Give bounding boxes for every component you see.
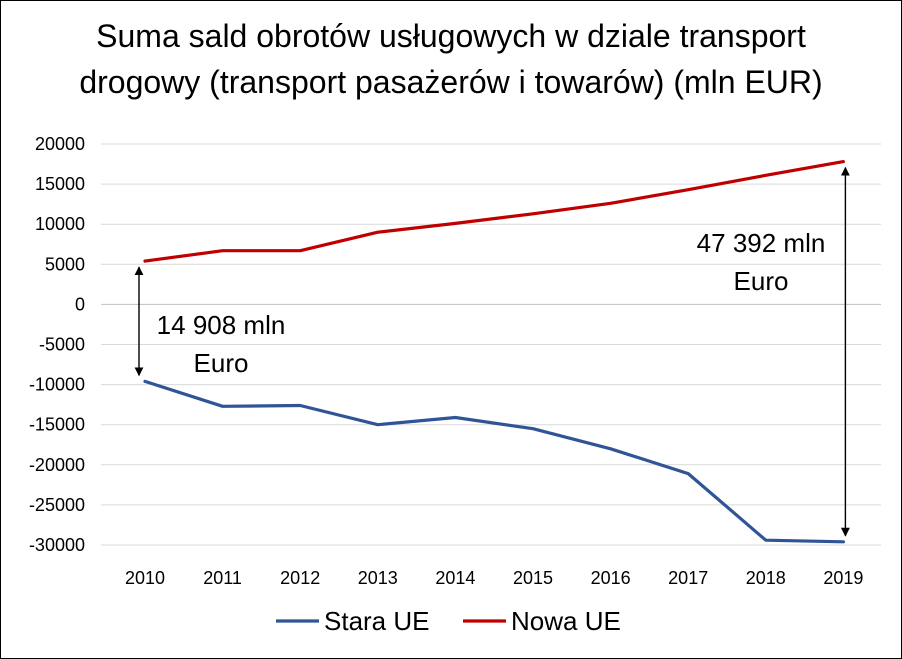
y-tick-label: -5000 xyxy=(39,335,85,355)
x-tick-label: 2010 xyxy=(125,568,165,588)
x-tick-label: 2019 xyxy=(823,568,863,588)
annotation-label: Euro xyxy=(734,266,789,296)
y-tick-label: -30000 xyxy=(29,535,85,555)
chart-title-line-2: drogowy (transport pasażerów i towarów) … xyxy=(79,64,823,100)
x-tick-label: 2014 xyxy=(435,568,475,588)
gridlines xyxy=(101,143,881,546)
annotation-label: Euro xyxy=(194,348,249,378)
x-tick-label: 2018 xyxy=(746,568,786,588)
x-tick-label: 2016 xyxy=(591,568,631,588)
x-tick-label: 2017 xyxy=(668,568,708,588)
y-tick-label: 5000 xyxy=(45,254,85,274)
legend: Stara UE Nowa UE xyxy=(276,606,621,636)
y-tick-label: 0 xyxy=(75,294,85,314)
y-tick-label: 15000 xyxy=(35,174,85,194)
y-tick-label: -15000 xyxy=(29,415,85,435)
y-tick-label: 20000 xyxy=(35,134,85,154)
chart-title: Suma sald obrotów usługowych w dziale tr… xyxy=(1,13,901,105)
x-tick-label: 2013 xyxy=(358,568,398,588)
annotation-label: 14 908 mln xyxy=(157,310,286,340)
series-lines xyxy=(143,160,846,544)
legend-label: Nowa UE xyxy=(511,606,621,636)
annotations: 14 908 mln Euro 47 392 mln Euro xyxy=(134,166,850,537)
x-tick-label: 2015 xyxy=(513,568,553,588)
y-tick-label: -20000 xyxy=(29,455,85,475)
x-axis-ticks: 2010 2011 2012 2013 2014 2015 2016 2017 2018 2019 xyxy=(125,568,863,588)
x-tick-label: 2012 xyxy=(280,568,320,588)
x-tick-label: 2011 xyxy=(203,568,242,588)
y-axis-ticks: 20000 15000 10000 5000 0 -5000 -10000 -15000 -20… xyxy=(29,134,85,555)
y-tick-label: -10000 xyxy=(29,375,85,395)
series-line-nowa-ue xyxy=(143,160,846,263)
annotation-label: 47 392 mln xyxy=(697,228,826,258)
y-tick-label: -25000 xyxy=(29,495,85,515)
legend-label: Stara UE xyxy=(324,606,430,636)
series-line-stara-ue xyxy=(143,379,846,544)
chart-title-line-1: Suma sald obrotów usługowych w dziale tr… xyxy=(96,18,806,54)
y-tick-label: 10000 xyxy=(35,214,85,234)
